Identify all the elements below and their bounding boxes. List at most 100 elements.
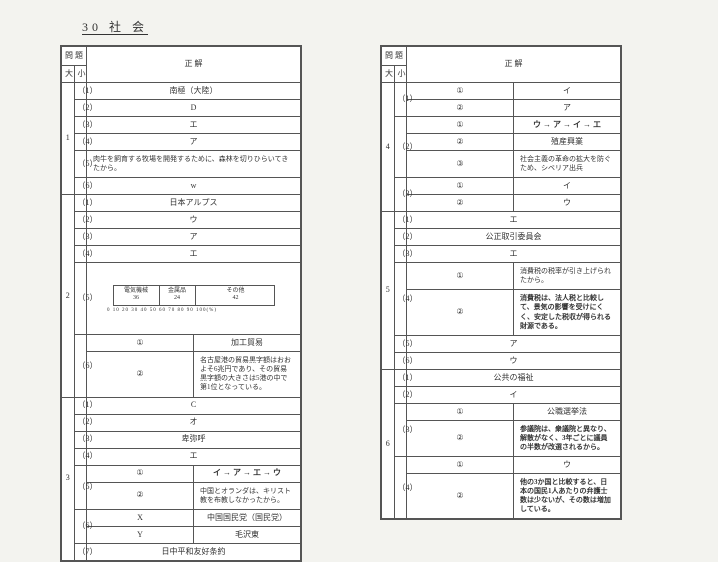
sho-cell: （6） [74, 178, 87, 195]
sho-cell: （3） [394, 178, 407, 212]
header-seikai: 正 解 [87, 47, 301, 83]
answer-cell: イ [514, 83, 621, 100]
sho-cell: （5） [74, 151, 87, 178]
dai-cell: 5 [382, 212, 395, 370]
sho-cell: （3） [394, 246, 407, 263]
answer-cell: 他の3か国と比較すると、日本の国民1人あたりの弁護士数は少ないが、その数は増加し… [514, 474, 621, 519]
sho-cell: （2） [74, 100, 87, 117]
answer-cell: 名古屋港の貿易黒字額はおおよそ6兆円であり、その貿易黒字額の大きさは5港の中で第… [194, 352, 301, 397]
dai-cell: 4 [382, 83, 395, 212]
header-seikai: 正 解 [407, 47, 621, 83]
dai-cell: 3 [62, 397, 75, 560]
answer-cell: 消費税は、法人税と比較して、景気の影響を受けにくく、安定した税収が得られる財源で… [514, 290, 621, 335]
sho-cell: （2） [394, 229, 407, 246]
sho-cell: （3） [394, 403, 407, 456]
sub-cell: ② [407, 290, 514, 335]
answer-cell: ア [87, 229, 301, 246]
sub-cell: ① [407, 83, 514, 100]
sub-cell: ① [87, 335, 194, 352]
sho-cell: （5） [74, 263, 87, 335]
sub-cell: ① [407, 263, 514, 290]
sub-cell: Y [87, 526, 194, 543]
chart-box: その他42 [196, 286, 276, 306]
answer-cell: ウ [87, 212, 301, 229]
answer-cell: 中国とオランダは、キリスト教を布教しなかったから。 [194, 482, 301, 509]
answer-cell: オ [87, 414, 301, 431]
answer-cell: 消費税の税率が引き上げられたから。 [514, 263, 621, 290]
chart-cell: 電気機械36金属品24その他420 10 20 30 40 50 60 70 8… [87, 263, 301, 335]
sho-cell: （2） [74, 414, 87, 431]
sho-cell: （2） [394, 117, 407, 178]
answer-cell: 殖産興業 [514, 134, 621, 151]
sho-cell: （3） [74, 117, 87, 134]
answer-cell: イ → ア → エ → ウ [194, 465, 301, 482]
dai-cell: 2 [62, 195, 75, 397]
sub-cell: ① [407, 403, 514, 420]
answer-cell: イ [407, 386, 621, 403]
dai-cell: 1 [62, 83, 75, 195]
sho-cell: （4） [74, 246, 87, 263]
sho-cell: （4） [74, 134, 87, 151]
chart-box: 金属品24 [160, 286, 196, 306]
sho-cell: （3） [74, 229, 87, 246]
answer-cell: 公共の福祉 [407, 369, 621, 386]
sho-cell: （3） [74, 431, 87, 448]
sho-cell: （6） [74, 335, 87, 397]
answer-cell: ア [87, 134, 301, 151]
answer-cell: ウ [514, 457, 621, 474]
answer-cell: 肉牛を飼育する牧場を開発するために、森林を切りひらいてきたから。 [87, 151, 301, 178]
answer-cell: エ [407, 246, 621, 263]
sho-cell: （4） [394, 263, 407, 336]
chart-box: 電気機械36 [114, 286, 160, 306]
sho-cell: （1） [74, 195, 87, 212]
sub-cell: ① [407, 117, 514, 134]
sub-cell: ① [407, 178, 514, 195]
sub-cell: ② [407, 134, 514, 151]
answer-cell: ウ [407, 352, 621, 369]
chart-ruler: 0 10 20 30 40 50 60 70 80 90 100(%) [107, 308, 290, 315]
sho-cell: （4） [394, 457, 407, 519]
header-sho: 小 [394, 66, 407, 83]
answer-cell: 日中平和友好条約 [87, 543, 301, 560]
sub-cell: ② [407, 100, 514, 117]
sho-cell: （6） [74, 509, 87, 543]
sho-cell: （1） [394, 212, 407, 229]
sub-cell: ② [407, 420, 514, 456]
header-dai: 大 [382, 66, 395, 83]
answer-cell: 社会主義の革命の拡大を防ぐため、シベリア出兵 [514, 151, 621, 178]
header-dai: 大 [62, 66, 75, 83]
answer-cell: ア [514, 100, 621, 117]
answer-cell: エ [87, 448, 301, 465]
sho-cell: （4） [74, 448, 87, 465]
sho-cell: （1） [394, 369, 407, 386]
answer-table-right: 問 題 正 解 大 小 4（1）①イ②ア（2）①ウ → ア → イ → エ②殖産… [380, 45, 622, 520]
chart-boxes: 電気機械36金属品24その他42 [113, 285, 275, 307]
sho-cell: （1） [74, 83, 87, 100]
sub-cell: ③ [407, 151, 514, 178]
answer-cell: 中国国民党（国民党） [194, 509, 301, 526]
sub-cell: X [87, 509, 194, 526]
answer-cell: 公職選挙法 [514, 403, 621, 420]
sub-cell: ① [407, 457, 514, 474]
header-mondai: 問 題 [62, 47, 87, 66]
sho-cell: （1） [394, 83, 407, 117]
dai-cell: 6 [382, 369, 395, 519]
answer-cell: 卑弥呼 [87, 431, 301, 448]
sho-cell: （2） [394, 386, 407, 403]
sho-cell: （1） [74, 397, 87, 414]
answer-cell: 参議院は、衆議院と異なり、解散がなく、3年ごとに議員の半数が改選されるから。 [514, 420, 621, 456]
sho-cell: （2） [74, 212, 87, 229]
answer-cell: C [87, 397, 301, 414]
answer-cell: エ [87, 246, 301, 263]
sub-cell: ① [87, 465, 194, 482]
answer-cell: 日本アルプス [87, 195, 301, 212]
sub-cell: ② [407, 195, 514, 212]
answer-cell: エ [87, 117, 301, 134]
sho-cell: （5） [74, 465, 87, 509]
answer-cell: ウ [514, 195, 621, 212]
header-sho: 小 [74, 66, 87, 83]
sho-cell: （7） [74, 543, 87, 560]
answer-table-left: 問 題 正 解 大 小 1（1）南極（大陸）（2）D（3）エ（4）ア（5）肉牛を… [60, 45, 302, 562]
answer-cell: イ [514, 178, 621, 195]
answer-cell: ア [407, 335, 621, 352]
